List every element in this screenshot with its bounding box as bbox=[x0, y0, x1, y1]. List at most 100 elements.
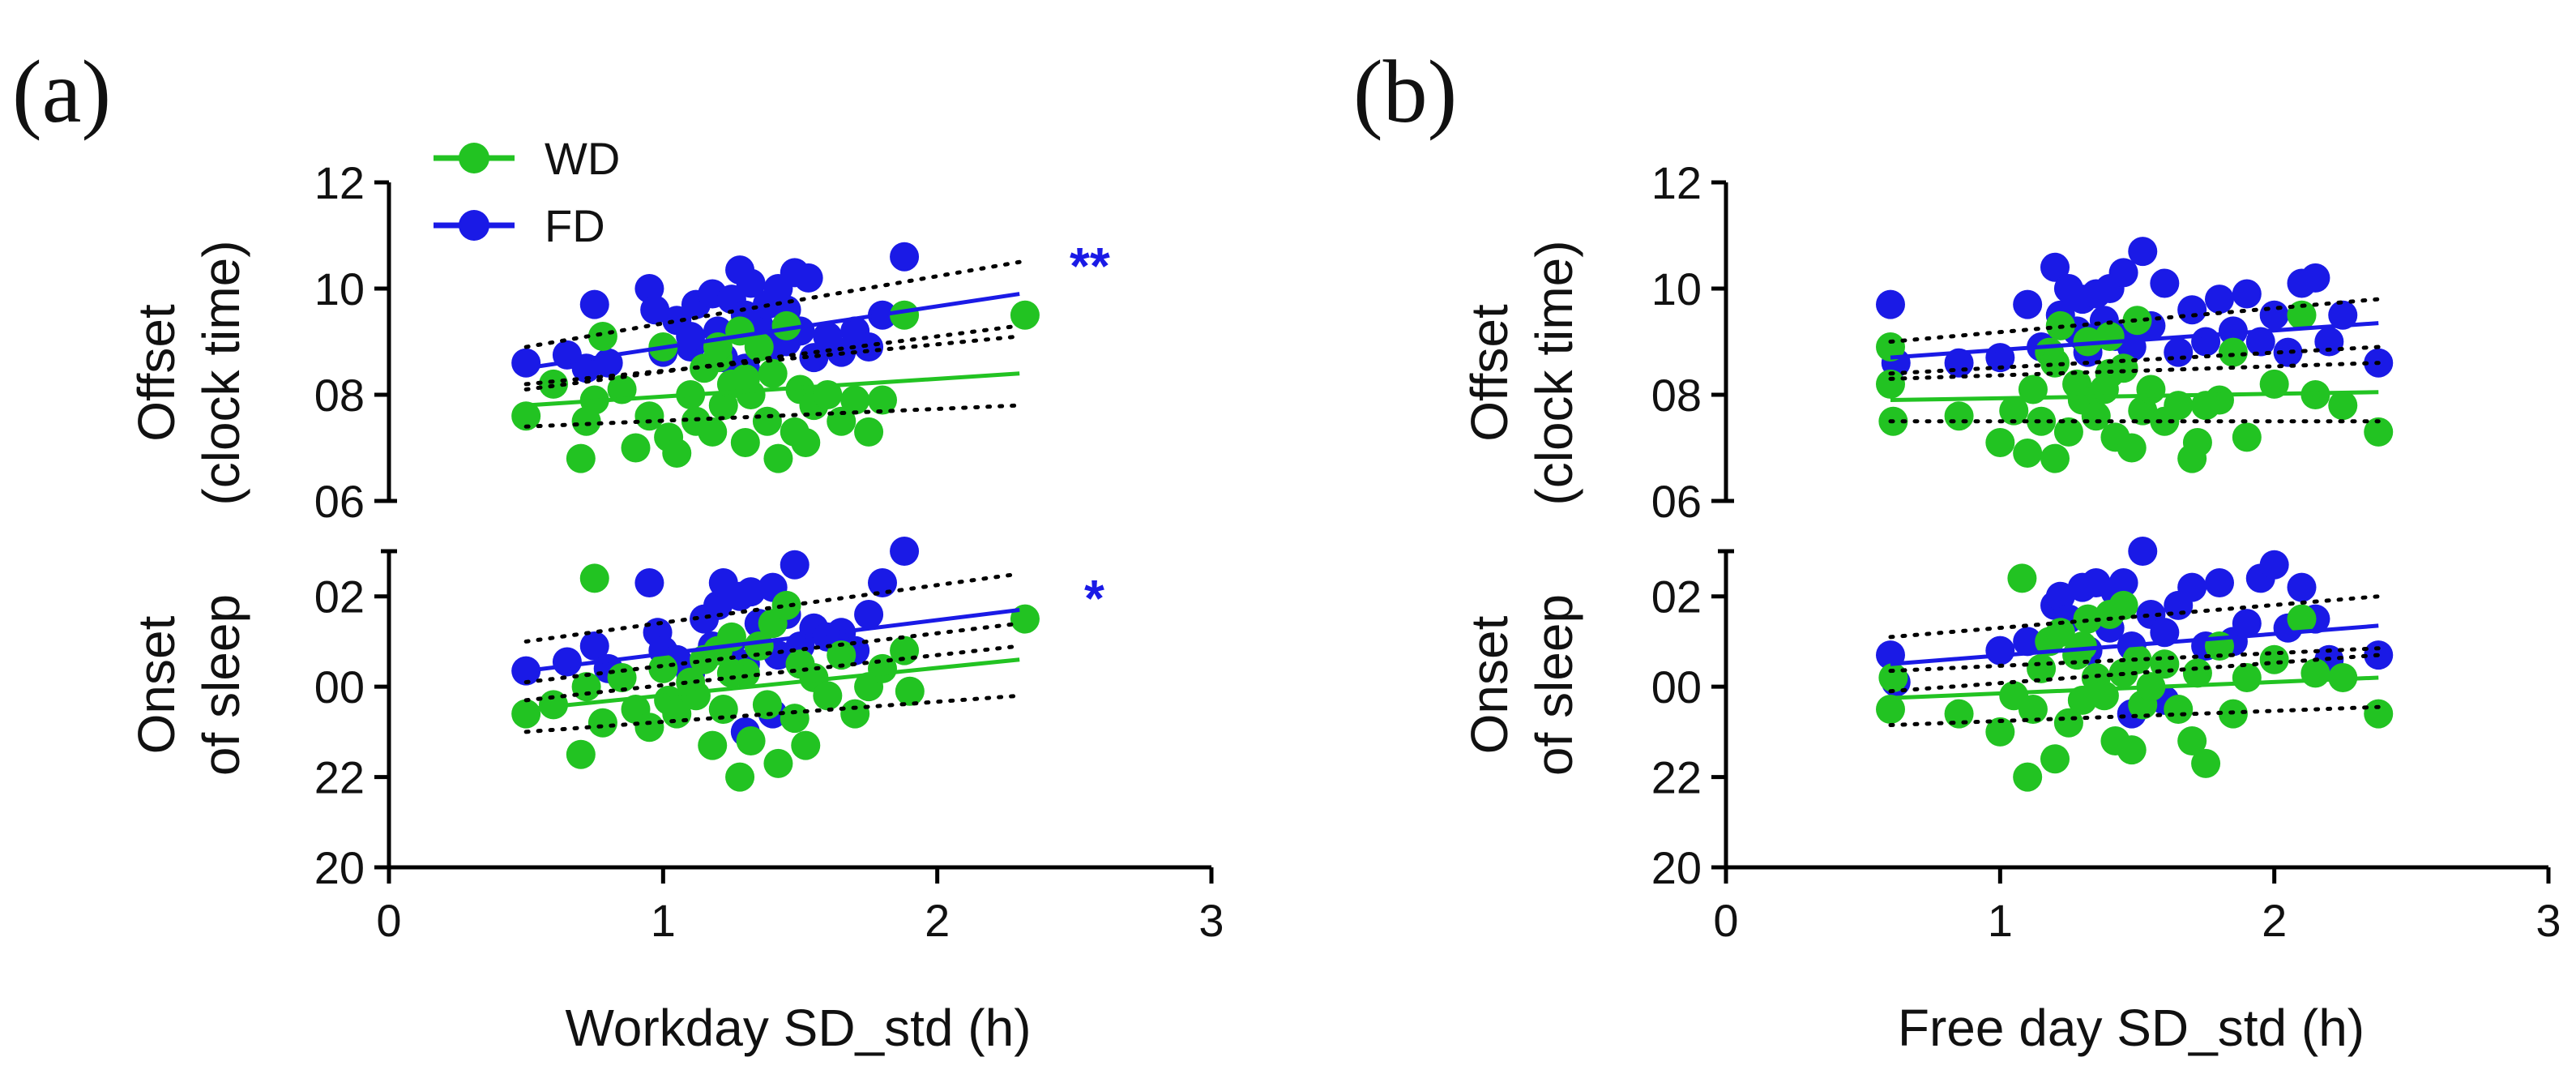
offset-significance-a: ** bbox=[1070, 237, 1110, 295]
point-fd-offset bbox=[854, 332, 884, 362]
point-wd-onset bbox=[890, 636, 920, 665]
point-fd-onset bbox=[2205, 568, 2234, 597]
point-fd-offset bbox=[579, 289, 609, 319]
ylabel-onset-line1: Onset bbox=[1460, 615, 1519, 754]
legend-wd-marker bbox=[459, 143, 489, 173]
ci-lower-fd bbox=[1888, 345, 2381, 376]
point-fd-onset bbox=[634, 568, 664, 597]
point-wd-offset bbox=[752, 406, 782, 436]
point-wd-onset bbox=[2067, 685, 2097, 715]
point-wd-offset bbox=[2364, 417, 2394, 447]
y-tick-label-offset: 12 bbox=[314, 157, 365, 208]
point-wd-onset bbox=[708, 695, 738, 724]
x-tick-label: 1 bbox=[1988, 895, 2013, 946]
point-fd-onset bbox=[2013, 627, 2043, 657]
y-tick-label-offset: 10 bbox=[314, 263, 365, 315]
point-wd-onset bbox=[2027, 653, 2057, 683]
point-wd-onset bbox=[2073, 604, 2103, 634]
x-tick-label: 2 bbox=[2262, 895, 2287, 946]
point-fd-onset bbox=[780, 550, 810, 580]
point-wd-offset bbox=[758, 358, 788, 388]
point-fd-offset bbox=[2232, 279, 2262, 309]
x-tick-label: 3 bbox=[2535, 895, 2561, 946]
point-wd-onset bbox=[827, 640, 857, 670]
y-tick-label-offset: 06 bbox=[314, 476, 365, 527]
point-wd-offset bbox=[2205, 385, 2234, 415]
point-fd-offset bbox=[2314, 327, 2344, 357]
point-fd-onset bbox=[2150, 618, 2180, 648]
point-fd-offset bbox=[2128, 237, 2158, 267]
point-wd-onset bbox=[780, 704, 810, 734]
ci-lower-fd bbox=[1888, 653, 2381, 694]
point-wd-onset bbox=[2259, 644, 2289, 674]
point-wd-onset bbox=[2117, 735, 2147, 765]
legend-fd-marker bbox=[459, 210, 489, 241]
fit-line-wd bbox=[1890, 390, 2379, 403]
point-wd-offset bbox=[744, 332, 774, 362]
point-wd-offset bbox=[621, 433, 651, 463]
ci-upper-wd bbox=[523, 621, 1022, 685]
point-wd-offset bbox=[587, 321, 617, 351]
point-wd-onset bbox=[716, 658, 746, 688]
point-wd-onset bbox=[2013, 762, 2043, 792]
point-wd-offset bbox=[791, 427, 821, 457]
y-tick-label-offset: 06 bbox=[1651, 476, 1702, 527]
point-wd-onset bbox=[1944, 699, 1974, 729]
point-wd-onset bbox=[736, 726, 766, 755]
panel-label-b: (b) bbox=[1353, 42, 1457, 141]
point-wd-offset bbox=[730, 364, 760, 394]
point-wd-onset bbox=[511, 699, 541, 729]
panel-b: (b) Offset (clock time) Onset of sleep F… bbox=[1353, 42, 2561, 1057]
y-tick-label-offset: 08 bbox=[1651, 370, 1702, 421]
point-wd-onset bbox=[813, 681, 843, 711]
point-wd-onset bbox=[752, 690, 782, 720]
y-tick-label-offset: 10 bbox=[1651, 263, 1702, 315]
point-wd-onset bbox=[1985, 717, 2015, 747]
ci-upper-fd bbox=[523, 571, 1022, 644]
panel-a: (a) Offset (clock time) Onset of sleep W… bbox=[12, 42, 1224, 1057]
ylabel-onset-line2: of sleep bbox=[192, 594, 250, 776]
ci-upper-fd bbox=[523, 259, 1022, 349]
point-wd-onset bbox=[2191, 748, 2221, 778]
ci-upper-fd bbox=[1888, 594, 2381, 640]
point-fd-offset bbox=[2300, 263, 2330, 293]
fit-line-fd bbox=[525, 607, 1020, 674]
ylabel-offset-line1: Offset bbox=[1460, 304, 1519, 442]
point-wd-offset bbox=[1876, 332, 1905, 362]
ylabel-onset-line2: of sleep bbox=[1525, 594, 1583, 776]
point-wd-offset bbox=[2328, 391, 2358, 421]
point-fd-offset bbox=[2150, 268, 2180, 298]
point-wd-onset bbox=[2300, 658, 2330, 688]
y-tick-label-onset: 20 bbox=[314, 842, 365, 893]
point-fd-offset bbox=[640, 295, 670, 325]
point-wd-onset bbox=[840, 699, 870, 729]
point-fd-onset bbox=[854, 600, 884, 629]
y-tick-label-onset: 20 bbox=[1651, 842, 1702, 893]
point-fd-offset bbox=[793, 263, 823, 293]
ylabel-offset-b: Offset (clock time) bbox=[1460, 240, 1583, 505]
point-fd-offset bbox=[2259, 300, 2289, 330]
xlabel-a: Workday SD_std (h) bbox=[566, 999, 1032, 1057]
y-tick-label-onset: 02 bbox=[1651, 571, 1702, 623]
point-wd-offset bbox=[2232, 422, 2262, 452]
y-tick-label-offset: 12 bbox=[1651, 157, 1702, 208]
point-fd-onset bbox=[890, 537, 920, 566]
point-wd-offset bbox=[2117, 433, 2147, 463]
point-wd-offset bbox=[698, 417, 728, 447]
point-wd-onset bbox=[648, 653, 678, 683]
point-wd-offset bbox=[2136, 374, 2166, 404]
point-wd-offset bbox=[662, 439, 692, 469]
point-wd-offset bbox=[2027, 406, 2057, 436]
point-wd-onset bbox=[2177, 726, 2207, 755]
ylabel-offset-line2: (clock time) bbox=[1525, 240, 1583, 505]
point-fd-offset bbox=[2218, 316, 2248, 346]
point-wd-onset bbox=[2108, 590, 2138, 620]
point-fd-onset bbox=[2128, 537, 2158, 566]
point-wd-onset bbox=[895, 676, 925, 706]
point-wd-onset bbox=[1878, 663, 1908, 692]
point-fd-onset bbox=[868, 568, 897, 597]
x-tick-label: 2 bbox=[925, 895, 950, 946]
point-wd-offset bbox=[868, 385, 897, 415]
ci-upper-wd bbox=[1888, 361, 2381, 381]
